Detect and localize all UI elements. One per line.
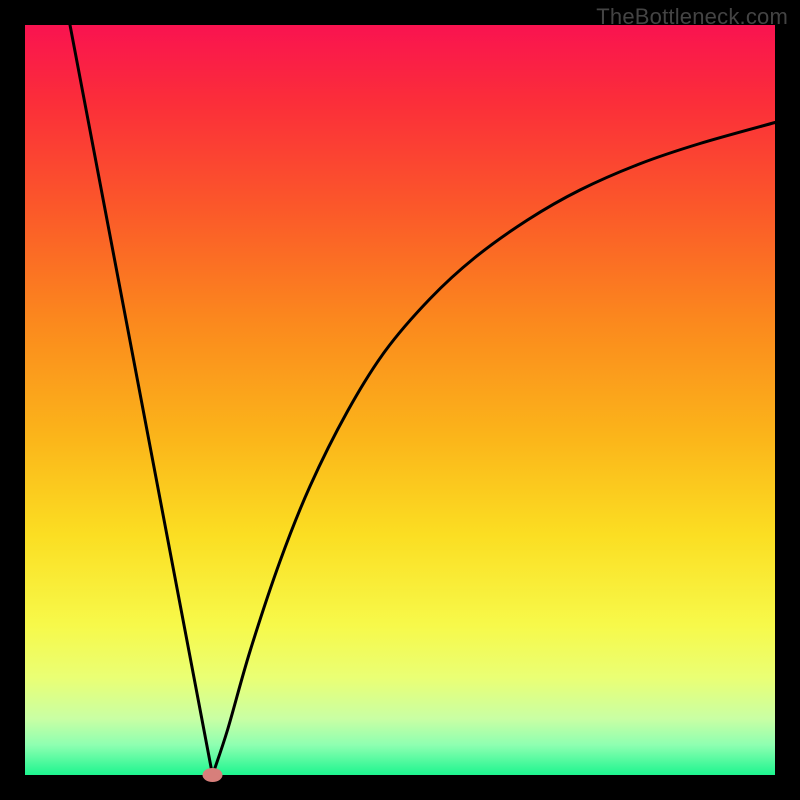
chart-svg bbox=[0, 0, 800, 800]
plot-background bbox=[25, 25, 775, 775]
minimum-marker bbox=[203, 768, 223, 782]
figure-root: TheBottleneck.com bbox=[0, 0, 800, 800]
watermark-text: TheBottleneck.com bbox=[596, 4, 788, 30]
